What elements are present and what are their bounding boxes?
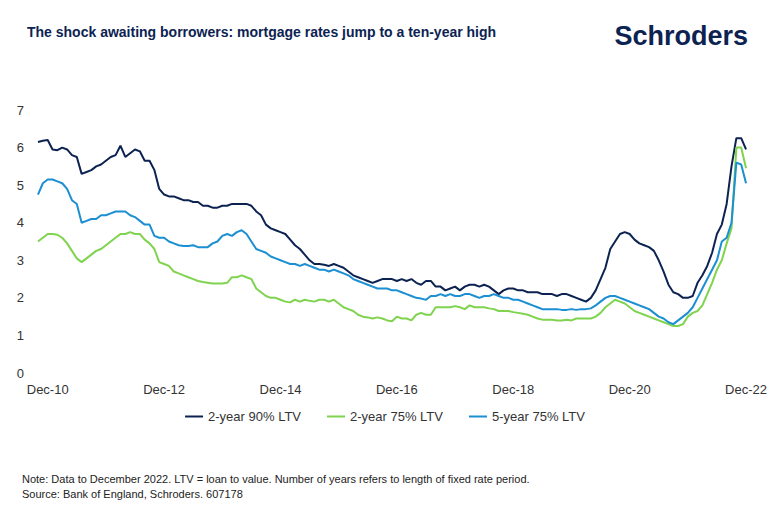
svg-text:Source: Bank of England, Schro: Source: Bank of England, Schroders. 6071… bbox=[22, 488, 243, 500]
svg-text:Dec-22: Dec-22 bbox=[725, 382, 767, 397]
svg-text:The shock awaiting borrowers:: The shock awaiting borrowers: mortgage r… bbox=[27, 24, 496, 40]
svg-text:Note: Data to December 2022. L: Note: Data to December 2022. LTV = loan … bbox=[22, 473, 530, 485]
svg-text:7: 7 bbox=[17, 103, 24, 118]
svg-text:Dec-10: Dec-10 bbox=[27, 382, 69, 397]
svg-text:5: 5 bbox=[17, 178, 24, 193]
svg-text:4: 4 bbox=[17, 215, 24, 230]
svg-text:Dec-12: Dec-12 bbox=[143, 382, 185, 397]
svg-text:6: 6 bbox=[17, 140, 24, 155]
svg-text:0: 0 bbox=[17, 366, 24, 381]
svg-text:Dec-14: Dec-14 bbox=[260, 382, 302, 397]
svg-text:2-year 75% LTV: 2-year 75% LTV bbox=[350, 409, 443, 424]
svg-text:1: 1 bbox=[17, 328, 24, 343]
svg-text:Dec-16: Dec-16 bbox=[376, 382, 418, 397]
svg-text:Dec-20: Dec-20 bbox=[609, 382, 651, 397]
svg-text:Schroders: Schroders bbox=[614, 21, 748, 51]
svg-text:2-year 90% LTV: 2-year 90% LTV bbox=[208, 409, 301, 424]
svg-text:3: 3 bbox=[17, 253, 24, 268]
svg-text:5-year 75% LTV: 5-year 75% LTV bbox=[492, 409, 585, 424]
svg-text:2: 2 bbox=[17, 290, 24, 305]
svg-text:Dec-18: Dec-18 bbox=[492, 382, 534, 397]
